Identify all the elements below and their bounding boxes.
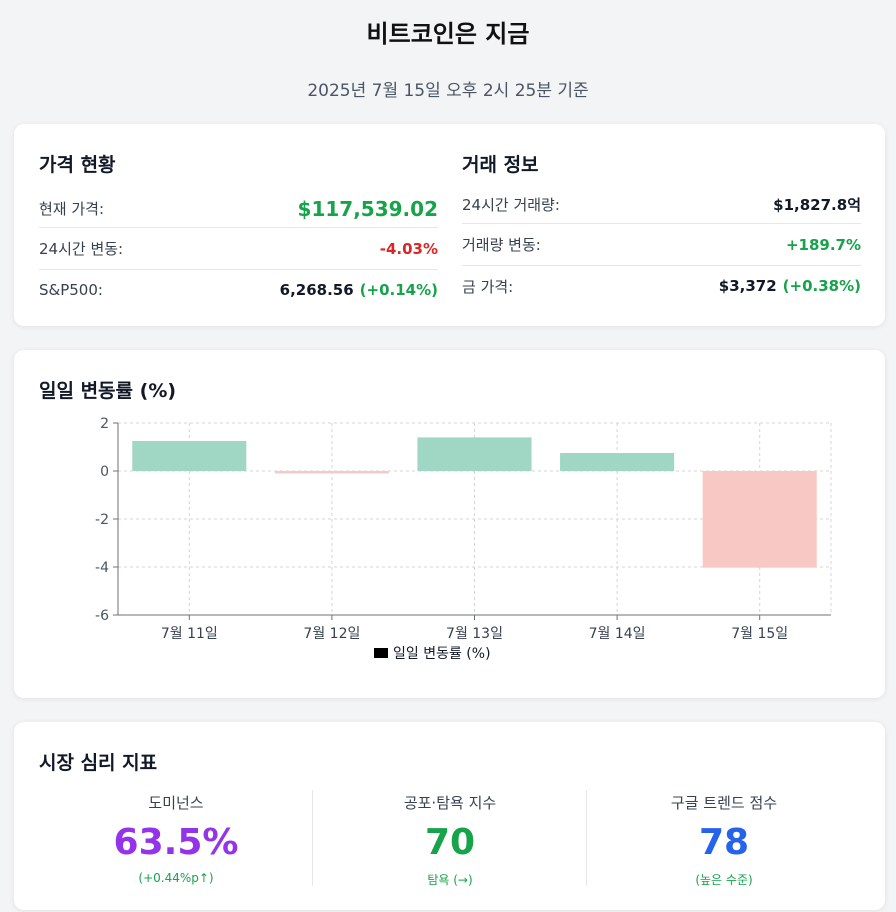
volume-24h-row: 24시간 거래량: $1,827.8억 xyxy=(462,186,861,224)
y-tick-label: -6 xyxy=(95,608,109,624)
sp500-label: S&P500: xyxy=(39,281,103,299)
google-trends-value: 78 xyxy=(698,822,750,863)
dominance-change: (+0.44%p↑) xyxy=(138,871,214,885)
sentiment-card: 시장 심리 지표 도미넌스 63.5% (+0.44%p↑) 공포·탐욕 지수 … xyxy=(14,722,885,910)
volume-change-label: 거래량 변동: xyxy=(462,236,541,254)
page-subtitle: 2025년 7월 15일 오후 2시 25분 기준 xyxy=(307,81,589,101)
chart-bar xyxy=(702,471,817,568)
current-price-row: 현재 가격: $117,539.02 xyxy=(39,190,438,228)
price-status-title: 가격 현황 xyxy=(39,154,116,176)
gold-price-value: $3,372 xyxy=(718,277,777,295)
page-title: 비트코인은 지금 xyxy=(366,20,530,48)
volume-24h-value: $1,827.8억 xyxy=(773,196,861,214)
daily-change-chart: 2 0 -2 -4 -6 7월 11일 7월 12일 7월 13일 7월 14일 7월 15일일일… xyxy=(95,416,832,662)
current-price-label: 현재 가격: xyxy=(39,200,105,218)
x-tick-label: 7월 12일 xyxy=(303,626,360,642)
dominance-label: 도미넌스 xyxy=(148,794,204,812)
info-card: 가격 현황 현재 가격: $117,539.02 24시간 변동: -4.03%… xyxy=(14,124,885,326)
y-tick-label: -2 xyxy=(95,512,109,528)
y-tick-label: 2 xyxy=(100,416,109,432)
google-trends-metric: 구글 트렌드 점수 78 (높은 수준) xyxy=(587,790,861,887)
gold-price-label: 금 가격: xyxy=(462,277,514,296)
metric-divider xyxy=(312,790,313,886)
gold-price-row: 금 가격: $3,372 (+0.38%) xyxy=(462,266,861,306)
change-24h-value: -4.03% xyxy=(379,239,438,258)
sentiment-title: 시장 심리 지표 xyxy=(39,752,158,774)
x-tick-label: 7월 11일 xyxy=(161,626,218,642)
sp500-value: 6,268.56 xyxy=(279,281,354,299)
chart-card: 일일 변동률 (%) 2 0 -2 -4 -6 7월 11일 7월 12일 7월 13일 7월 … xyxy=(14,350,885,698)
chart-title: 일일 변동률 (%) xyxy=(39,380,177,402)
google-trends-status: (높은 수준) xyxy=(695,873,753,887)
volume-change-row: 거래량 변동: +189.7% xyxy=(462,224,861,266)
chart-bar xyxy=(417,437,532,471)
sp500-change: (+0.14%) xyxy=(359,281,438,299)
x-tick-label: 7월 14일 xyxy=(589,626,646,642)
chart-bar xyxy=(274,471,389,474)
trade-info-title: 거래 정보 xyxy=(462,154,539,176)
legend-swatch xyxy=(374,648,388,658)
chart-bar xyxy=(560,453,675,471)
volume-24h-label: 24시간 거래량: xyxy=(462,196,560,214)
y-tick-label: -4 xyxy=(95,560,109,576)
metric-divider xyxy=(586,790,587,886)
google-trends-label: 구글 트렌드 점수 xyxy=(670,794,778,812)
dominance-value: 63.5% xyxy=(113,822,239,863)
fear-greed-status: 탐욕 (→) xyxy=(427,873,473,887)
sp500-row: S&P500: 6,268.56 (+0.14%) xyxy=(39,270,438,310)
chart-bar xyxy=(132,441,247,471)
dominance-metric: 도미넌스 63.5% (+0.44%p↑) xyxy=(39,790,313,886)
current-price-value: $117,539.02 xyxy=(297,196,438,221)
x-tick-label: 7월 15일 xyxy=(731,626,788,642)
legend-label: 일일 변동률 (%) xyxy=(393,646,491,662)
fear-greed-metric: 공포·탐욕 지수 70 탐욕 (→) xyxy=(313,790,587,887)
change-24h-label: 24시간 변동: xyxy=(39,240,124,258)
fear-greed-label: 공포·탐욕 지수 xyxy=(403,794,497,812)
sp500-value-group: 6,268.56 (+0.14%) xyxy=(280,281,438,299)
fear-greed-value: 70 xyxy=(424,822,476,863)
volume-change-value: +189.7% xyxy=(785,235,861,254)
gold-price-change: (+0.38%) xyxy=(782,277,861,295)
y-tick-label: 0 xyxy=(100,464,109,480)
change-24h-row: 24시간 변동: -4.03% xyxy=(39,228,438,270)
gold-price-value-group: $3,372 (+0.38%) xyxy=(719,277,861,295)
x-tick-label: 7월 13일 xyxy=(446,626,503,642)
